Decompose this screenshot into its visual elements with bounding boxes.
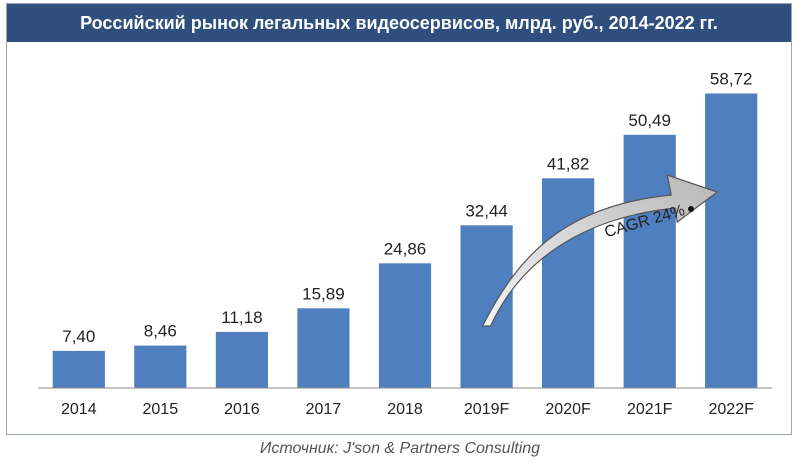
bar-2022F (705, 93, 758, 388)
bar-2021F (623, 134, 676, 388)
x-tick-2022F: 2022F (709, 401, 755, 418)
bar-2020F (542, 178, 595, 388)
bar-2017 (297, 308, 350, 388)
bar-2015 (134, 345, 187, 388)
data-label-2019F: 32,44 (465, 201, 508, 220)
x-tick-2020F: 2020F (545, 401, 591, 418)
data-label-2018: 24,86 (384, 239, 427, 258)
x-tick-2015: 2015 (143, 401, 179, 418)
cagr-arrow: CAGR 24% (481, 174, 719, 327)
x-tick-2018: 2018 (387, 401, 423, 418)
bar-2019F (460, 225, 513, 388)
data-label-2015: 8,46 (144, 322, 177, 341)
data-label-2014: 7,40 (62, 327, 95, 346)
chart-title: Российский рынок легальных видеосервисов… (7, 4, 791, 42)
data-label-2022F: 58,72 (710, 70, 753, 89)
data-label-2016: 11,18 (221, 308, 262, 327)
data-label-2021F: 50,49 (628, 111, 671, 130)
cagr-dot (688, 206, 694, 212)
x-tick-2016: 2016 (224, 401, 260, 418)
source-note: Источник: J'son & Partners Consulting (259, 440, 541, 457)
cagr-arrow-shape (481, 174, 719, 327)
x-tick-2017: 2017 (306, 401, 342, 418)
bar-2016 (215, 331, 268, 388)
x-tick-2014: 2014 (61, 401, 97, 418)
bar-2014 (52, 350, 105, 388)
x-tick-2021F: 2021F (627, 401, 673, 418)
x-tick-2019F: 2019F (464, 401, 510, 418)
data-label-2020F: 41,82 (547, 154, 590, 173)
bar-2018 (378, 263, 432, 388)
data-label-2017: 15,89 (302, 284, 345, 303)
